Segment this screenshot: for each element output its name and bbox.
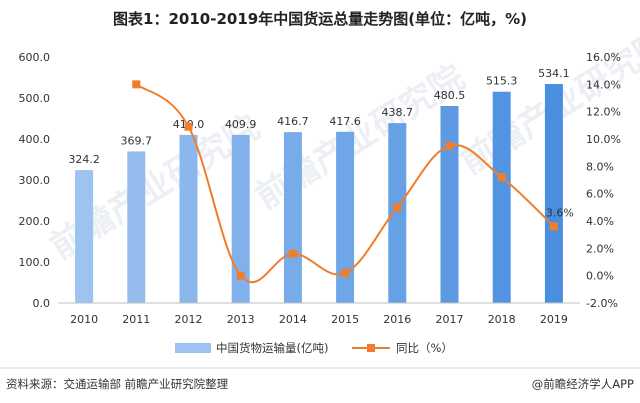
bar-value-label: 534.1 <box>538 67 570 80</box>
right-tick-label: 8.0% <box>586 160 614 173</box>
bar-value-label: 515.3 <box>486 75 518 88</box>
bar-value-label: 417.6 <box>329 115 361 128</box>
line-point <box>288 249 297 258</box>
line-point <box>132 80 141 89</box>
left-tick-label: 300.0 <box>19 174 51 187</box>
bar-value-label: 480.5 <box>434 89 466 102</box>
right-tick-label: 14.0% <box>586 78 621 91</box>
bar-value-label: 416.7 <box>277 115 309 128</box>
x-tick-label: 2017 <box>436 313 464 326</box>
right-tick-label: 16.0% <box>586 51 621 64</box>
x-tick-label: 2015 <box>331 313 359 326</box>
x-tick-label: 2011 <box>122 313 150 326</box>
right-tick-label: 0.0% <box>586 270 614 283</box>
legend-bar-label: 中国货物运输量(亿吨) <box>216 341 328 355</box>
right-tick-label: -2.0% <box>586 297 618 310</box>
bar <box>440 105 459 304</box>
left-axis: 0.0 100.0 200.0 300.0 400.0 500.0 600.0 <box>19 51 51 310</box>
bar <box>336 131 355 303</box>
footer-source: 资料来源：交通运输部 前瞻产业研究院整理 <box>6 377 229 391</box>
bar <box>492 91 511 304</box>
watermark-text: 前瞻产业研究院 <box>249 58 472 218</box>
legend-bar-swatch <box>175 343 211 353</box>
growth-line-labels: 3.6% <box>546 206 574 219</box>
bar-value-label: 409.9 <box>225 118 257 131</box>
bar <box>388 123 407 304</box>
bar-value-label: 369.7 <box>121 134 153 147</box>
line-point <box>549 222 558 231</box>
chart-title: 图表1：2010-2019年中国货运总量走势图(单位：亿吨，%) <box>113 10 527 28</box>
line-point <box>236 271 245 280</box>
line-point <box>393 203 402 212</box>
bar-data-labels: 324.2369.7410.0409.9416.7417.6438.7480.5… <box>68 67 569 166</box>
bar <box>283 132 302 303</box>
x-tick-label: 2016 <box>383 313 411 326</box>
legend-line-label: 同比（%） <box>396 341 453 355</box>
bar <box>179 134 198 303</box>
bar <box>127 151 146 303</box>
legend: 中国货物运输量(亿吨) 同比（%） <box>175 341 453 355</box>
legend-line-marker <box>367 344 375 352</box>
bar-series <box>75 84 563 304</box>
x-tick-label: 2012 <box>175 313 203 326</box>
line-point <box>445 141 454 150</box>
right-tick-label: 4.0% <box>586 215 614 228</box>
footer-brand: @前瞻经济学人APP <box>532 377 634 391</box>
x-tick-label: 2014 <box>279 313 307 326</box>
line-point <box>184 122 193 131</box>
left-tick-label: 400.0 <box>19 133 51 146</box>
right-axis: -2.0% 0.0% 2.0% 4.0% 6.0% 8.0% 10.0% 12.0% 14.0%… <box>586 51 621 310</box>
line-point <box>341 268 350 277</box>
right-tick-label: 12.0% <box>586 106 621 119</box>
right-tick-label: 6.0% <box>586 188 614 201</box>
x-tick-label: 2010 <box>70 313 98 326</box>
bar <box>231 134 250 303</box>
growth-line-points <box>132 80 558 280</box>
x-tick-label: 2018 <box>488 313 516 326</box>
left-tick-label: 100.0 <box>19 256 51 269</box>
left-tick-label: 500.0 <box>19 92 51 105</box>
bar <box>544 84 563 303</box>
left-tick-label: 0.0 <box>33 297 51 310</box>
bar-value-label: 438.7 <box>382 106 414 119</box>
x-axis: 2010 2011 2012 2013 2014 2015 2016 2017 2018 2019 <box>70 313 568 326</box>
left-tick-label: 600.0 <box>19 51 51 64</box>
left-tick-label: 200.0 <box>19 215 51 228</box>
line-point <box>497 173 506 182</box>
x-tick-label: 2013 <box>227 313 255 326</box>
x-tick-label: 2019 <box>540 313 568 326</box>
line-value-label: 3.6% <box>546 206 574 219</box>
bar <box>75 170 94 303</box>
bar-value-label: 324.2 <box>68 153 100 166</box>
right-tick-label: 2.0% <box>586 242 614 255</box>
right-tick-label: 10.0% <box>586 133 621 146</box>
